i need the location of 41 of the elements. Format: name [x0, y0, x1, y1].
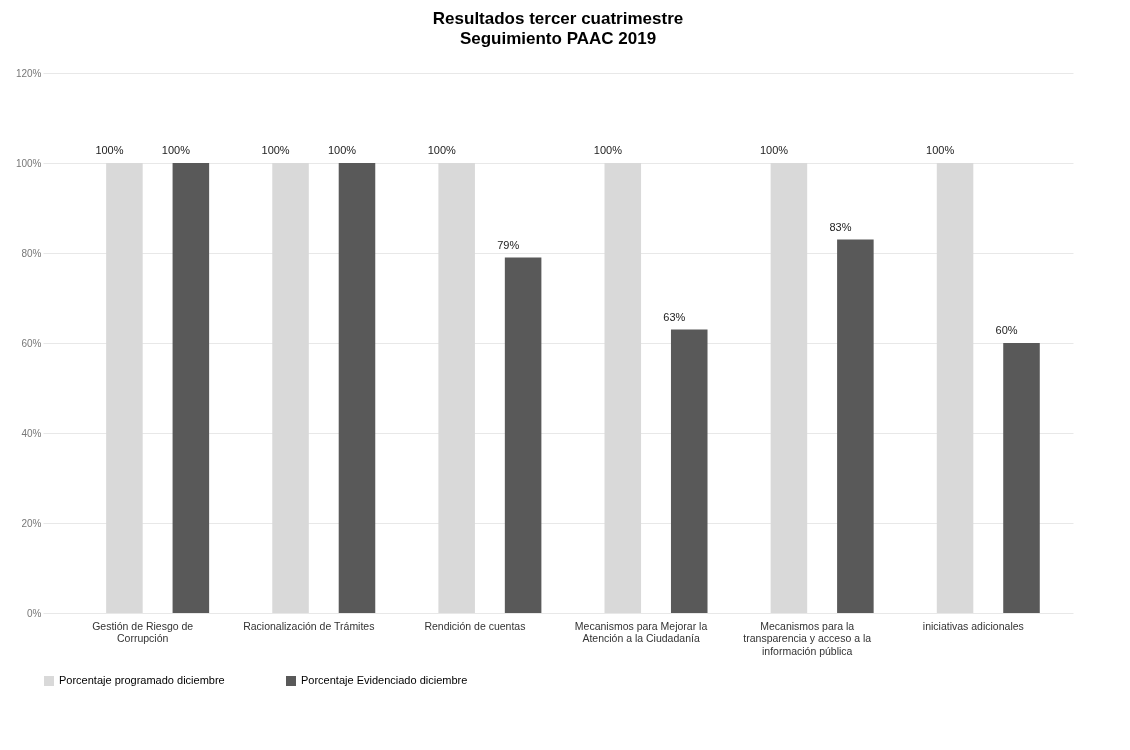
data-label: 60% — [995, 324, 1018, 336]
bar — [338, 163, 376, 613]
bar — [272, 163, 309, 613]
bar — [936, 163, 974, 613]
chart-subtitle: Seguimiento PAAC 2019 — [459, 29, 657, 48]
data-label: 63% — [663, 310, 686, 323]
x-tick-label: Rendición de cuentas — [424, 619, 526, 632]
data-label: 100% — [926, 144, 955, 156]
data-label: 100% — [95, 144, 124, 156]
bar — [604, 163, 642, 613]
bar — [106, 163, 143, 613]
bar — [837, 239, 874, 613]
bar — [1003, 343, 1040, 613]
data-label: 100% — [427, 144, 456, 156]
x-tick-label: Racionalización de Trámites — [243, 619, 375, 632]
data-label: 100% — [759, 144, 789, 156]
data-label: 100% — [261, 144, 290, 156]
y-tick-label: 80% — [21, 247, 42, 259]
y-tick-label: 0% — [27, 607, 42, 619]
y-tick-label: 20% — [21, 517, 42, 529]
y-tick-label: 40% — [21, 427, 42, 439]
x-tick-label: Mecanismos para la transparencia y acceso a la información pública — [743, 619, 872, 657]
x-tick-label: Gestión de Riesgo de Corrupción — [92, 619, 194, 644]
bar — [504, 257, 542, 613]
legend-label: Porcentaje Evidenciado diciembre — [301, 674, 468, 686]
x-tick-label: Mecanismos para Mejorar la Atención a la Ciudadanía — [574, 619, 708, 644]
bar — [172, 163, 210, 613]
bar — [770, 163, 808, 613]
y-tick-label: 100% — [15, 157, 42, 169]
data-label: 83% — [829, 220, 852, 233]
chart-title: Resultados tercer cuatrimestre — [432, 9, 684, 28]
data-label: 100% — [327, 144, 357, 156]
data-label: 79% — [497, 238, 520, 251]
y-tick-label: 60% — [21, 337, 42, 349]
data-label: 100% — [593, 144, 623, 156]
data-label: 100% — [161, 144, 191, 156]
bar — [438, 163, 475, 613]
y-tick-label: 120% — [15, 67, 42, 79]
legend-label: Porcentaje programado diciembre — [59, 674, 225, 686]
x-tick-label: iniciativas adicionales — [922, 619, 1024, 632]
bar — [670, 329, 708, 613]
